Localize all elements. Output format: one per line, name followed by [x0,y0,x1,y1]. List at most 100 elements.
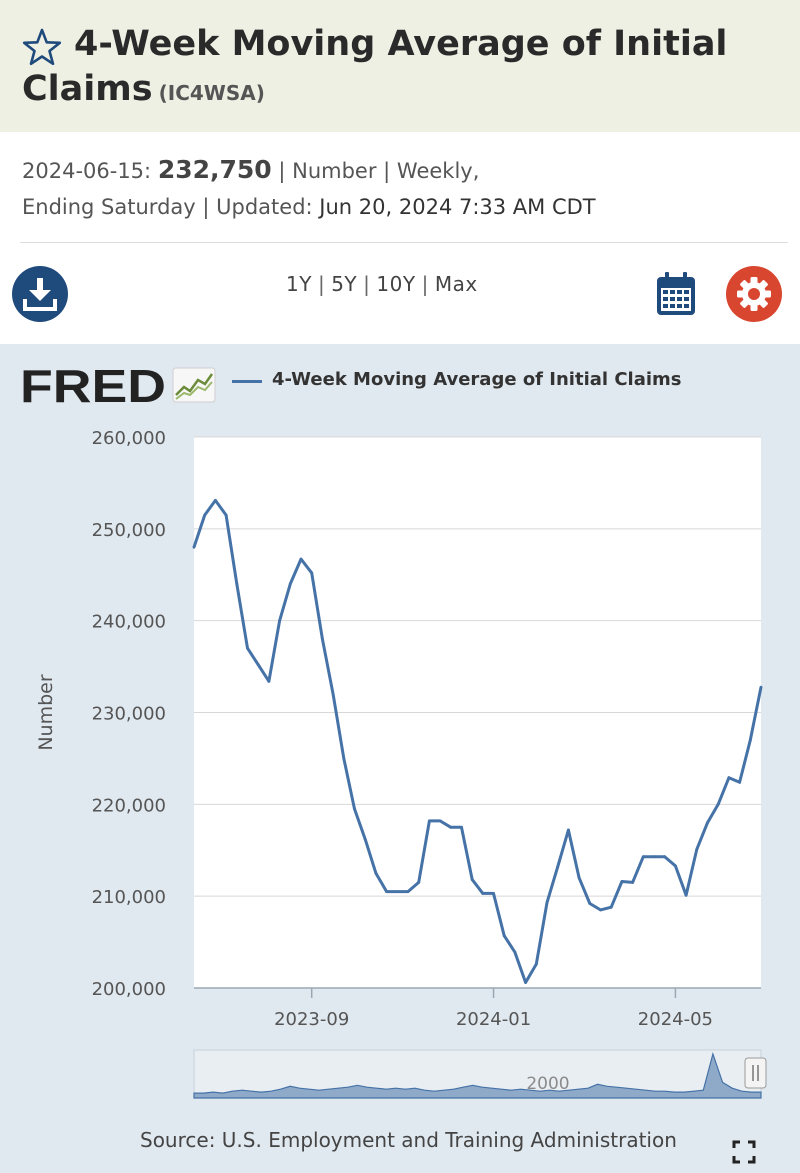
data-point [738,780,741,784]
fred-logo: FRED [20,362,216,406]
data-point [513,950,517,954]
settings-button[interactable] [726,266,782,322]
updated-value: Jun 20, 2024 7:33 AM CDT [319,195,596,219]
data-point [599,908,602,912]
data-point [310,571,314,575]
x-tick-label: 2024-01 [456,1009,531,1030]
data-point [620,880,624,883]
data-point [727,776,731,780]
data-point [363,837,367,841]
x-tick-label: 2023-09 [274,1009,349,1030]
data-point [342,757,346,760]
data-point [759,685,763,689]
data-point [663,855,667,859]
data-point [470,878,474,881]
data-point [267,679,271,683]
x-tick-label: 2024-05 [638,1009,713,1030]
y-tick-label: 230,000 [92,704,166,725]
data-point [385,890,388,893]
range-max[interactable]: Max [434,272,478,296]
y-axis-label: Number [35,674,57,751]
series-meta: 2024-06-15: 232,750 | Number | Weekly, E… [22,152,782,225]
data-point [706,821,709,825]
data-point [481,892,485,895]
data-point [502,934,506,938]
separator: | [195,195,217,219]
data-point [577,876,581,880]
range-10y[interactable]: 10Y [376,272,416,296]
data-point [695,847,699,851]
navigator-label: 2000 [526,1074,569,1094]
data-point [534,962,538,966]
separator: | [376,159,397,183]
observation-date: 2024-06-15: [22,159,152,183]
data-point [246,646,249,650]
series-id: (IC4WSA) [158,81,265,105]
data-point [224,513,228,517]
frequency-text: Weekly, [396,159,480,183]
legend-label: 4-Week Moving Average of Initial Claims [272,369,682,390]
data-point [492,892,495,895]
data-point [417,881,421,884]
navigator-series [193,1051,762,1099]
data-point [545,901,549,904]
data-point [299,557,303,561]
data-point [278,619,281,623]
source-note: Source: U.S. Employment and Training Adm… [140,1128,677,1152]
fullscreen-icon[interactable] [732,1140,756,1164]
data-point [331,692,335,696]
units-text: Number [292,159,377,183]
date-range-selector: 1Y | 5Y | 10Y | Max [286,272,478,296]
data-point [674,864,677,868]
series-title: 4-Week Moving Average of Initial Claims [22,24,728,109]
data-point [428,819,431,823]
navigator-handle[interactable] [744,1057,767,1089]
data-point [235,582,239,586]
range-separator: | [421,272,429,296]
data-point [203,513,207,517]
divider [20,242,788,243]
legend-swatch [232,380,262,383]
range-1y[interactable]: 1Y [286,272,312,296]
star-icon[interactable] [22,28,62,66]
toolbar: 1Y | 5Y | 10Y | Max [0,250,800,344]
data-point [353,807,356,811]
data-point [438,819,442,823]
data-point [588,902,592,905]
data-point [652,855,656,859]
data-point [524,981,527,984]
data-point [631,881,634,884]
data-point [609,905,613,909]
line-chart[interactable]: 200,000 210,000 220,000 230,000 240,000 250,0… [0,344,800,1173]
updated-label: Updated: [216,195,313,219]
data-point [214,499,217,502]
data-point [641,855,645,859]
data-point [567,828,570,832]
data-point [395,890,399,893]
title-bar: 4-Week Moving Average of Initial Claims(… [0,0,800,132]
page-title: 4-Week Moving Average of Initial Claims(… [22,22,782,116]
y-tick-label: 250,000 [92,520,166,541]
series-line[interactable] [192,498,763,984]
data-point [321,637,324,641]
fred-logo-text: FRED [20,362,166,406]
range-5y[interactable]: 5Y [331,272,358,296]
download-button[interactable] [12,266,68,322]
data-point [288,582,292,586]
y-tick-label: 240,000 [92,612,166,633]
y-tick-label: 220,000 [92,795,166,816]
y-tick-label: 200,000 [92,979,166,1000]
data-point [556,865,560,869]
observation-value: 232,750 [157,155,272,184]
range-separator: | [317,272,326,296]
separator: | [271,159,293,183]
data-point [460,825,463,829]
data-point [192,545,196,549]
y-tick-label: 260,000 [92,428,166,449]
data-point [748,738,752,742]
calendar-icon[interactable] [655,270,697,318]
data-point [406,890,410,893]
frequency-detail: Ending Saturday [22,195,196,219]
data-point [716,802,720,806]
data-point [684,893,688,897]
